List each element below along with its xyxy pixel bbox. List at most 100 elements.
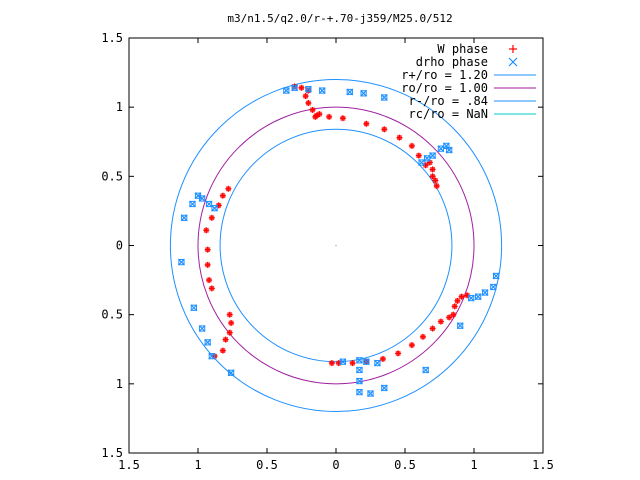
square-mark: [423, 162, 429, 168]
drho-phase-point: [380, 384, 388, 392]
square-mark: [455, 298, 460, 304]
w-phase-point: [219, 347, 226, 354]
cross-b: [429, 152, 437, 160]
cross-b: [208, 352, 216, 360]
cross-b: [373, 359, 381, 367]
square-mark: [336, 360, 342, 366]
cross-b: [282, 87, 290, 94]
square-mark: [420, 334, 426, 340]
drho-phase-point: [198, 325, 206, 332]
square-mark: [464, 292, 470, 298]
legend-label: W phase: [437, 42, 488, 56]
square-mark: [220, 193, 226, 199]
drho-phase-point: [367, 390, 374, 397]
y-tick-label: 1.5: [101, 446, 123, 460]
drho-phase-point: [373, 359, 381, 367]
w-phase-point: [228, 319, 235, 326]
w-phase-point: [203, 227, 210, 234]
drho-phase-point: [339, 358, 347, 366]
square-mark: [310, 107, 315, 113]
w-phase-point: [395, 350, 402, 357]
drho-phase-point: [423, 154, 431, 162]
w-phase-point: [204, 261, 211, 268]
square-mark: [395, 351, 401, 356]
drho-phase-point: [318, 87, 326, 94]
w-phase-point: [312, 113, 319, 120]
drho-phase-point: [346, 88, 354, 96]
w-phase-point: [451, 303, 458, 310]
square-mark: [329, 360, 335, 366]
open-square-mark: [178, 259, 185, 266]
cross-b: [467, 294, 475, 302]
open-square-mark: [208, 353, 215, 360]
x-tick-label: 1: [470, 458, 477, 472]
drho-phase-point: [356, 356, 363, 364]
drho-phase-point: [422, 366, 430, 374]
cross-b: [418, 159, 425, 166]
x-tick-label: 1.5: [118, 458, 140, 472]
square-mark: [452, 303, 458, 309]
open-square-mark: [346, 88, 353, 96]
cross-b: [474, 293, 482, 301]
w-phase-point: [408, 142, 415, 149]
square-mark: [434, 183, 440, 189]
y-tick-label: 1: [116, 377, 123, 391]
open-square-mark: [228, 369, 235, 376]
cross-b: [356, 356, 363, 364]
drho-phase-point: [198, 195, 206, 202]
w-phase-point: [429, 173, 436, 180]
drho-phase-point: [291, 84, 299, 92]
legend-label: r+/ro = 1.20: [401, 68, 488, 82]
square-mark: [430, 173, 435, 179]
w-phase-point: [225, 185, 232, 192]
drho-phase-point: [189, 200, 196, 208]
square-mark: [459, 294, 464, 300]
w-phase-point: [432, 177, 439, 184]
w-phase-point: [208, 214, 215, 221]
square-mark: [363, 121, 369, 127]
drho-phase-point: [356, 388, 363, 396]
square-mark: [299, 85, 304, 91]
square-mark: [409, 342, 415, 348]
cross-b: [189, 200, 196, 208]
drho-phase-point: [360, 89, 368, 97]
drho-phase-point: [208, 352, 216, 360]
cross-b: [178, 258, 185, 266]
chart-title: m3/n1.5/q2.0/r-+.70-j359/M25.0/512: [227, 12, 452, 25]
cross-b: [437, 145, 445, 153]
drho-phase-point: [204, 338, 212, 346]
cross-b: [205, 200, 213, 208]
square-mark: [427, 160, 433, 165]
w-phase-point: [415, 152, 422, 159]
open-square-mark: [418, 159, 425, 166]
x-tick-label: 1.5: [532, 458, 554, 472]
w-phase-point: [326, 113, 333, 120]
open-square-mark: [356, 357, 363, 364]
drho-phase-point: [356, 377, 363, 385]
open-square-mark: [422, 366, 429, 374]
w-phase-point: [305, 100, 312, 107]
legend-label: rc/ro = NaN: [409, 107, 488, 121]
drho-phase-point: [456, 322, 464, 330]
open-square-mark: [367, 390, 374, 397]
cross-b: [481, 289, 489, 296]
square-mark: [317, 111, 322, 117]
circle-group: [169, 79, 503, 412]
open-square-mark: [204, 339, 211, 346]
drho-phase-point: [282, 87, 290, 94]
square-mark: [227, 312, 233, 318]
cross-b: [211, 204, 218, 212]
cross-b: [356, 366, 363, 374]
open-square-mark: [429, 152, 436, 159]
drho-phase-point: [429, 152, 437, 160]
cross-b: [489, 283, 497, 291]
open-square-mark: [211, 205, 218, 212]
circle-1: [197, 106, 475, 385]
w-phase-point: [450, 311, 457, 318]
w-phase-point: [204, 246, 211, 253]
w-phase-point: [379, 355, 386, 362]
drho-phase-point: [492, 272, 500, 280]
cross-b: [367, 390, 374, 397]
cross-b: [291, 84, 299, 92]
